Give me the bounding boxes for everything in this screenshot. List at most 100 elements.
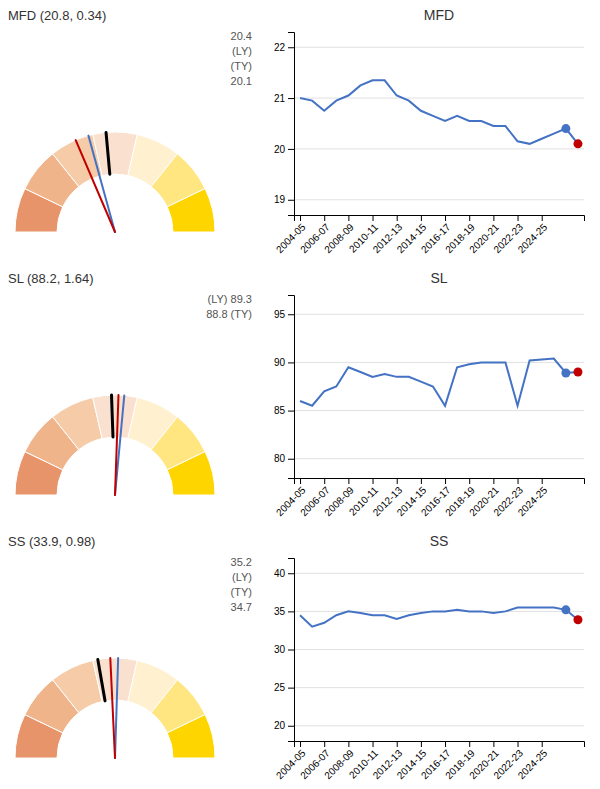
tick-mark bbox=[288, 726, 294, 727]
point bbox=[561, 605, 570, 614]
point bbox=[573, 139, 582, 148]
gauge-needle bbox=[76, 140, 115, 232]
gauge: MFD (20.8, 0.34)20.4(LY)(TY)20.1 bbox=[8, 8, 252, 232]
tick-label: 19 bbox=[274, 194, 286, 205]
plot-area: 20253035402004-052006-072008-092010-1120… bbox=[274, 559, 585, 782]
tick-mark bbox=[493, 478, 494, 484]
tick-mark bbox=[469, 478, 470, 484]
tick-mark bbox=[373, 741, 374, 747]
gauge-title: SL (88.2, 1.64) bbox=[8, 271, 94, 286]
axis-line bbox=[295, 479, 585, 485]
grid-line bbox=[294, 199, 584, 200]
tick-mark bbox=[288, 98, 294, 99]
gauge-needle bbox=[88, 136, 115, 232]
tick-mark bbox=[288, 573, 294, 574]
tick-mark bbox=[542, 478, 543, 484]
tick-mark bbox=[300, 215, 301, 221]
gauge-band bbox=[167, 452, 215, 495]
annotation: 88.8 (TY) bbox=[206, 308, 252, 320]
point bbox=[573, 368, 582, 377]
tick: 21 bbox=[274, 93, 294, 104]
tick-mark bbox=[288, 200, 294, 201]
gauge-needles bbox=[76, 132, 115, 232]
tick-mark bbox=[288, 314, 294, 315]
annotation: (TY) bbox=[231, 60, 252, 72]
axis-line bbox=[295, 216, 585, 222]
tick: 80 bbox=[274, 453, 294, 464]
point bbox=[561, 124, 570, 133]
line bbox=[300, 80, 578, 144]
annotation: (LY) bbox=[232, 45, 252, 57]
grid-line bbox=[294, 148, 584, 149]
tick-mark bbox=[518, 741, 519, 747]
annotation: (LY) bbox=[232, 571, 252, 583]
axis-line bbox=[288, 559, 295, 742]
y-axis: 2025303540 bbox=[274, 559, 295, 742]
tick-mark bbox=[288, 47, 294, 48]
annotation: (TY) bbox=[231, 586, 252, 598]
tick: 30 bbox=[274, 644, 294, 655]
grid bbox=[294, 573, 584, 726]
grid-line bbox=[294, 314, 584, 315]
annotation: 20.4 bbox=[231, 30, 252, 42]
chart-title: SS bbox=[430, 533, 449, 549]
plot-area: 19 20 21 22 2004-052006-072008-092010-112012… bbox=[274, 33, 585, 256]
grid bbox=[294, 47, 584, 200]
tick-label: 2024-25 bbox=[516, 221, 550, 255]
y-axis: 80859095 bbox=[274, 296, 295, 479]
gauge: SS (33.9, 0.98)35.2(LY)(TY)34.7 bbox=[8, 534, 252, 758]
tick: 2024-25 bbox=[516, 478, 550, 518]
gauge-band bbox=[167, 189, 215, 232]
tick: 2024-25 bbox=[516, 215, 550, 255]
tick-mark bbox=[348, 741, 349, 747]
axis-line bbox=[295, 742, 585, 748]
tick-label: 80 bbox=[274, 453, 286, 464]
plot-area: 808590952004-052006-072008-092010-112012… bbox=[274, 296, 585, 519]
tick: 20 bbox=[274, 144, 294, 155]
tick-mark bbox=[397, 741, 398, 747]
tick-mark bbox=[324, 215, 325, 221]
x-axis: 2004-052006-072008-092010-112012-132014-… bbox=[274, 741, 585, 781]
tick-mark bbox=[421, 741, 422, 747]
x-axis: 2004-052006-072008-092010-112012-132014-… bbox=[274, 215, 585, 255]
grid bbox=[294, 314, 584, 458]
point bbox=[573, 615, 582, 624]
tick-mark bbox=[421, 215, 422, 221]
gauge-needle bbox=[115, 395, 118, 495]
tick-mark bbox=[324, 478, 325, 484]
tick-mark bbox=[421, 478, 422, 484]
tick-mark bbox=[397, 478, 398, 484]
tick: 20 bbox=[274, 720, 294, 731]
axis-line bbox=[288, 33, 295, 216]
gauge-title: SS (33.9, 0.98) bbox=[8, 534, 95, 549]
gauge-needle bbox=[115, 658, 118, 758]
tick-label: 85 bbox=[274, 405, 286, 416]
tick: 90 bbox=[274, 357, 294, 368]
tick-mark bbox=[469, 741, 470, 747]
tick-mark bbox=[542, 741, 543, 747]
tick-mark bbox=[373, 478, 374, 484]
annotation: (LY) 89.3 bbox=[208, 293, 252, 305]
tick-mark bbox=[324, 741, 325, 747]
tick-mark bbox=[518, 478, 519, 484]
tick-mark bbox=[288, 611, 294, 612]
axis-line bbox=[288, 296, 295, 479]
grid-line bbox=[294, 362, 584, 363]
gauge-bands bbox=[15, 658, 215, 758]
tick: 2024-25 bbox=[516, 741, 550, 781]
tick-label: 90 bbox=[274, 357, 286, 368]
tick-label: 30 bbox=[274, 644, 286, 655]
marks bbox=[300, 80, 582, 148]
gauge-needles bbox=[98, 658, 118, 758]
line bbox=[300, 359, 578, 406]
tick-mark bbox=[348, 478, 349, 484]
gauge-needles bbox=[112, 395, 125, 495]
tick-mark bbox=[469, 215, 470, 221]
marks bbox=[300, 605, 582, 626]
tick-mark bbox=[288, 688, 294, 689]
tick-label: 22 bbox=[274, 42, 286, 53]
gauge-tick bbox=[106, 132, 110, 174]
gauge-needle bbox=[115, 395, 124, 495]
tick: 22 bbox=[274, 42, 294, 53]
tick-mark bbox=[288, 362, 294, 363]
